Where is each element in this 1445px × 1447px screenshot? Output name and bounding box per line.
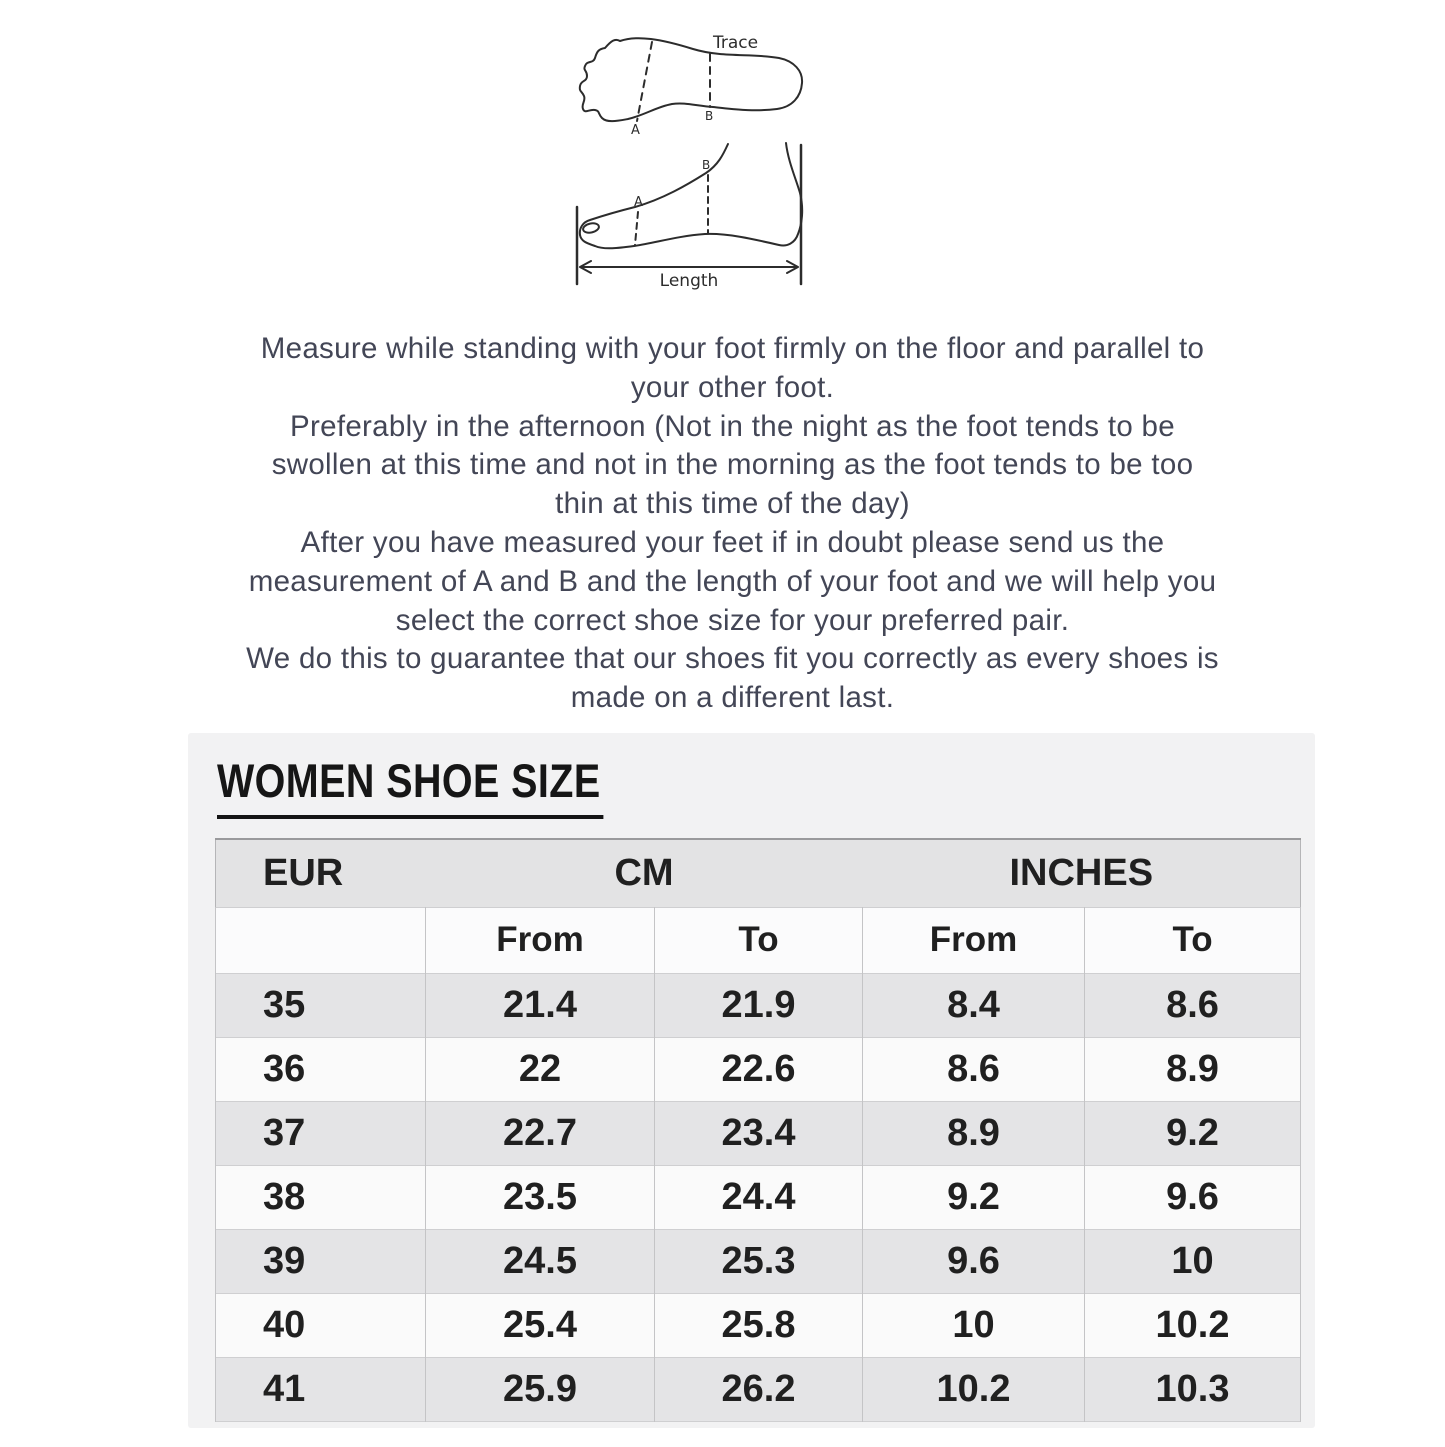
cell-cm-to: 25.3 [653,1229,864,1293]
length-arrow [579,260,799,274]
table-row: 41 25.9 26.2 10.2 10.3 [215,1357,1302,1421]
instruction-line: your other foot. [630,370,835,404]
instruction-line: We do this to guarantee that our shoes f… [246,642,1219,676]
trace-label: Trace [712,33,758,53]
measure-line-a-top [636,41,653,122]
table-row: 38 23.5 24.4 9.2 9.6 [215,1165,1302,1229]
subheader-empty [215,907,426,973]
table-subheader-row: From To From To [215,907,1302,973]
cell-inches-to: 8.6 [1084,973,1302,1037]
cell-cm-from: 25.9 [425,1357,655,1421]
table-row: 35 21.4 21.9 8.4 8.6 [215,973,1302,1037]
cell-cm-to: 23.4 [653,1101,864,1165]
instruction-line: thin at this time of the day) [555,487,910,521]
point-a-label-top: A [631,123,640,138]
cell-cm-to: 21.9 [653,973,864,1037]
foot-top-view-outline [578,37,804,123]
size-guide-title: WOMEN SHOE SIZE [217,753,604,819]
cell-eur: 35 [215,973,426,1037]
instruction-line: Preferably in the afternoon (Not in the … [290,409,1175,443]
cell-inches-to: 9.6 [1084,1165,1302,1229]
table-row: 37 22.7 23.4 8.9 9.2 [215,1101,1302,1165]
cell-cm-to: 26.2 [653,1357,864,1421]
cell-inches-to: 10.2 [1084,1293,1302,1357]
cell-cm-to: 24.4 [653,1165,864,1229]
cell-cm-from: 23.5 [425,1165,655,1229]
instruction-line: After you have measured your feet if in … [300,525,1165,559]
cell-eur: 40 [215,1293,426,1357]
table-row: 36 22 22.6 8.6 8.9 [215,1037,1302,1101]
col-header-eur: EUR [263,851,344,894]
point-b-label-side: B [702,158,710,172]
instruction-line: measurement of A and B and the length of… [248,564,1217,598]
cell-cm-from: 21.4 [425,973,655,1037]
cell-cm-from: 22.7 [425,1101,655,1165]
instruction-line: made on a different last. [570,681,895,715]
foot-measurement-diagram: Trace A B A B Length [555,22,835,294]
cell-eur: 36 [215,1037,426,1101]
table-header-row: EUR CM INCHES [215,839,1301,907]
cell-inches-to: 10.3 [1084,1357,1302,1421]
cell-cm-from: 24.5 [425,1229,655,1293]
col-header-inches: INCHES [1009,851,1154,894]
cell-inches-to: 10 [1084,1229,1302,1293]
foot-side-view-back-sole [579,142,804,250]
cell-eur: 38 [215,1165,426,1229]
cell-inches-from: 9.6 [862,1229,1086,1293]
cell-inches-from: 8.6 [862,1037,1086,1101]
foot-diagram-svg: Trace A B A B Length [575,33,804,291]
instruction-line: select the correct shoe size for your pr… [395,603,1070,637]
cell-inches-from: 10.2 [862,1357,1086,1421]
col-header-cm: CM [614,851,674,894]
length-label: Length [660,271,719,291]
subheader-inches-to: To [1084,907,1302,973]
table-row: 39 24.5 25.3 9.6 10 [215,1229,1302,1293]
measurement-instructions: Measure while standing with your foot fi… [246,330,1219,718]
size-guide-panel: WOMEN SHOE SIZE EUR CM INCHES From To Fr… [188,733,1315,1428]
subheader-cm-to: To [653,907,864,973]
cell-eur: 37 [215,1101,426,1165]
instruction-line: swollen at this time and not in the morn… [271,448,1194,482]
table-row: 40 25.4 25.8 10 10.2 [215,1293,1302,1357]
foot-side-view-front [578,143,729,236]
cell-cm-from: 25.4 [425,1293,655,1357]
cell-inches-to: 8.9 [1084,1037,1302,1101]
cell-cm-to: 25.8 [653,1293,864,1357]
subheader-inches-from: From [862,907,1086,973]
point-b-label-top: B [705,109,713,123]
subheader-cm-from: From [425,907,655,973]
cell-cm-from: 22 [425,1037,655,1101]
point-a-label-side: A [634,195,643,210]
cell-inches-from: 9.2 [862,1165,1086,1229]
cell-inches-to: 9.2 [1084,1101,1302,1165]
cell-inches-from: 8.4 [862,973,1086,1037]
instruction-line: Measure while standing with your foot fi… [260,332,1205,365]
measure-line-a-side [634,211,639,246]
cell-eur: 39 [215,1229,426,1293]
women-shoe-size-table: EUR CM INCHES From To From To 35 21.4 21… [215,838,1302,1422]
toenail [582,222,600,234]
cell-inches-from: 10 [862,1293,1086,1357]
cell-cm-to: 22.6 [653,1037,864,1101]
cell-inches-from: 8.9 [862,1101,1086,1165]
cell-eur: 41 [215,1357,426,1421]
